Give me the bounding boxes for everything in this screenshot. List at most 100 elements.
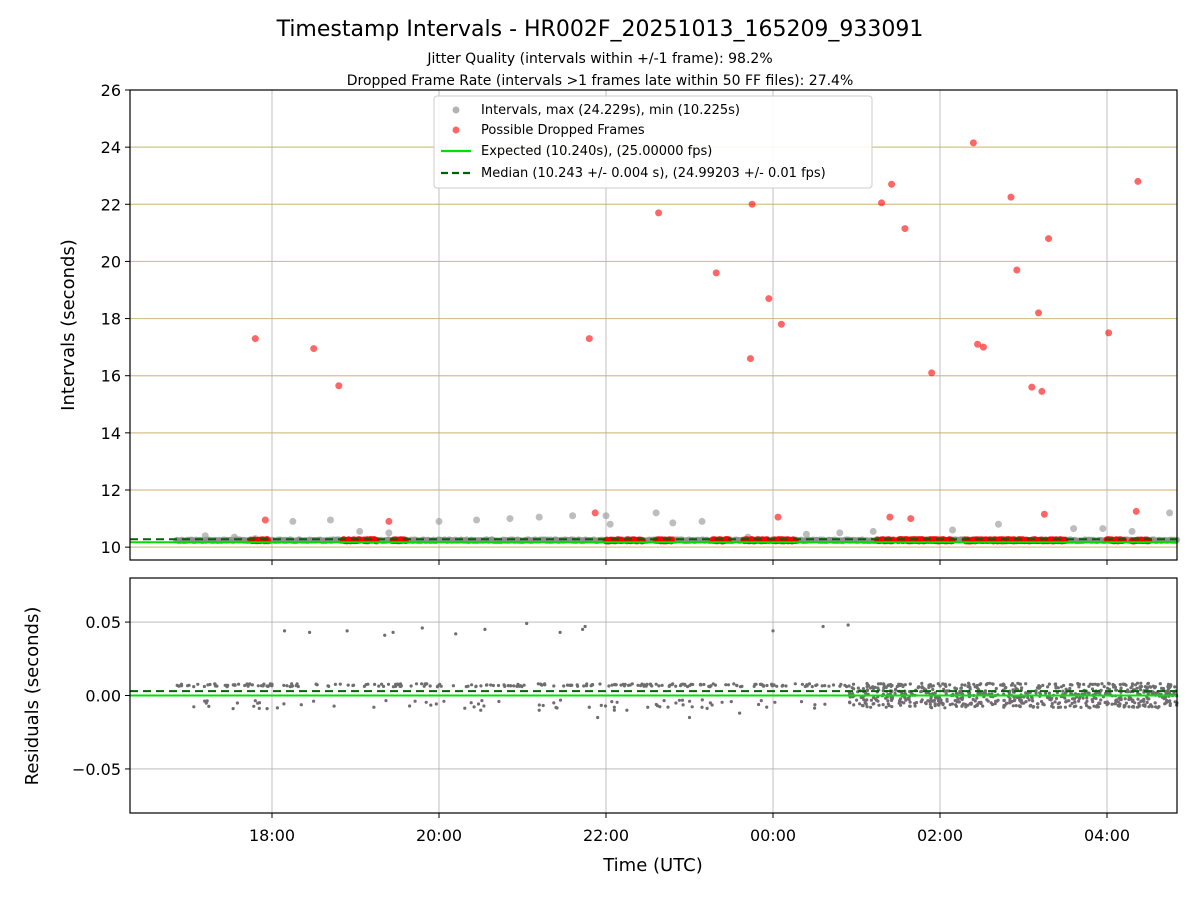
residual-point [827,684,831,688]
residual-point [1034,689,1038,693]
residual-point [630,682,634,686]
residual-point [831,683,836,687]
residual-point [1086,691,1090,695]
residual-point [862,698,866,702]
residual-point [708,701,712,705]
residual-point [884,705,888,709]
residual-point [900,691,904,695]
residual-point [288,685,292,689]
residual-point [1063,705,1067,709]
residual-point [1031,699,1035,703]
residual-point [1044,691,1048,695]
residual-point [1078,682,1082,687]
residual-point [463,706,467,710]
residual-point [451,684,455,688]
residual-point [625,708,629,712]
residual-point [660,683,664,688]
residual-point [939,698,943,702]
residual-point [904,698,908,702]
residual-point [1046,685,1050,689]
interval-point [869,527,877,535]
intervals-y-tick-label: 10 [101,538,121,557]
residual-point [275,706,279,710]
residual-point [1065,699,1069,703]
residual-point [953,686,957,690]
residual-point [993,702,997,706]
residual-point [985,698,989,702]
legend-marker-dropped [452,126,460,134]
residual-point [1113,685,1118,690]
residual-point [959,696,963,700]
dropped-frame-point [746,355,754,363]
residual-point [243,683,247,688]
x-tick-label: 22:00 [583,826,629,845]
residual-point [1022,701,1026,705]
residual-point [1003,703,1007,707]
residual-point [414,682,419,686]
residual-point [1027,698,1031,702]
residual-point [1158,682,1162,686]
residual-point [502,683,506,687]
residual-point [1134,683,1138,687]
residual-point [1166,690,1170,694]
residual-point [933,691,937,695]
interval-point [326,516,334,524]
residual-point [886,699,890,703]
interval-point [356,527,364,535]
residual-point [680,698,685,702]
residual-point [710,703,714,707]
residual-point [479,708,483,712]
residual-point [726,683,731,687]
residual-point [989,701,993,705]
residual-point [1072,705,1076,709]
residual-point [851,682,856,686]
residual-point [552,701,556,705]
interval-point [1166,509,1174,517]
residual-point [581,627,585,632]
residual-point [913,701,917,705]
residual-point [381,684,386,689]
residual-point [960,704,964,708]
residual-point [883,685,887,689]
residual-point [1063,696,1067,700]
residual-point [823,684,827,688]
residual-point [924,701,928,705]
dropped-frame-point [777,320,785,328]
residual-point [1096,683,1100,687]
residual-point [1096,705,1100,709]
residual-point [515,684,519,688]
residual-point [1091,700,1095,704]
residual-point [1024,682,1028,686]
residual-point [654,702,658,707]
dropped-frame-point [385,517,393,525]
residual-point [366,682,370,686]
residual-point [1105,686,1110,690]
residual-point [537,703,541,707]
interval-point [606,520,614,528]
residual-point [1036,702,1040,706]
residual-point [990,682,995,686]
interval-point [669,519,677,527]
residual-point [894,687,898,691]
dropped-frame-point [261,516,269,524]
dropped-frame-point [1134,177,1142,185]
intervals-axes-frame [129,89,1178,561]
residual-point [674,684,678,688]
interval-point [535,513,543,521]
dropped-frame-point [748,200,756,208]
dropped-frame-point [974,340,982,348]
residual-point [985,682,990,686]
residual-point [307,630,312,634]
residual-point [765,705,769,709]
residual-point [690,705,694,709]
residual-point [192,685,196,689]
residual-point [1142,703,1146,707]
residual-point [871,685,875,689]
residual-point [658,705,662,709]
residual-point [1154,705,1158,709]
residual-point [810,685,814,689]
residual-point [1155,691,1159,695]
residual-point [1070,701,1074,706]
interval-point [602,512,610,520]
residual-point [1129,686,1133,690]
